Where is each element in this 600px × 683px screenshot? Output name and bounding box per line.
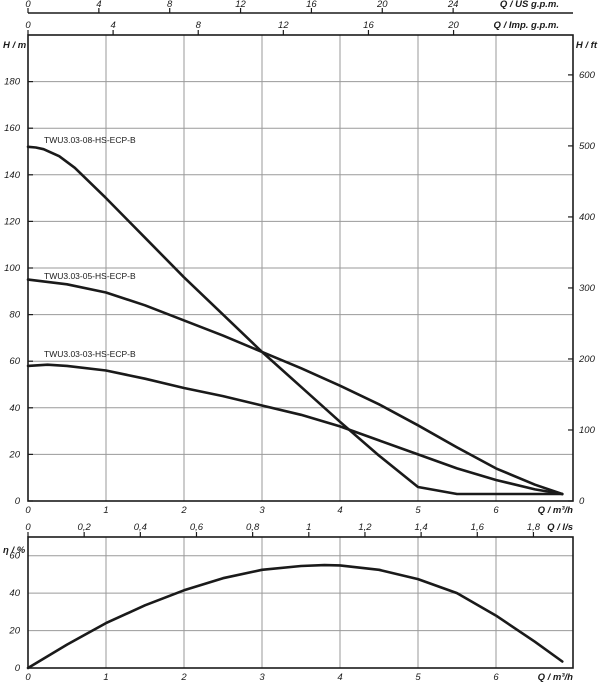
us-gpm-tick-label: 16 [306, 0, 317, 10]
ls-tick-label: 0,6 [190, 522, 204, 533]
ls-tick-label: 1 [306, 522, 311, 533]
series-label: TWU3.03-08-HS-ECP-B [44, 135, 136, 145]
ls-tick-label: 0,8 [246, 522, 260, 533]
eta-tick-label: 20 [8, 626, 20, 637]
h-m-axis-label: H / m [3, 40, 27, 51]
us-gpm-tick-label: 8 [167, 0, 173, 10]
curve-twu3.03-03-hs-ecp-b [26, 363, 564, 496]
eta-tick-label: 60 [9, 551, 20, 562]
imp-gpm-tick-label: 16 [363, 20, 374, 31]
imp-gpm-tick-label: 12 [278, 20, 289, 31]
ls-tick-label: 1,8 [527, 522, 541, 533]
h-m-tick-label: 100 [4, 263, 21, 274]
q-m3h-axis-label: Q / m³/h [538, 505, 574, 516]
h-m-tick-label: 180 [4, 77, 21, 88]
eta-axis-label: η / % [3, 545, 26, 556]
series-label: TWU3.03-03-HS-ECP-B [44, 349, 136, 359]
h-ft-axis-label: H / ft [576, 40, 598, 51]
h-m-tick-label: 40 [9, 403, 20, 414]
q-m3h-tick-label: 1 [103, 505, 108, 516]
ls-tick-label: 1,6 [471, 522, 485, 533]
eta-q-tick-label: 4 [337, 672, 342, 683]
h-m-tick-label: 160 [4, 123, 21, 134]
eta-q-tick-label: 5 [415, 672, 421, 683]
curve-twu3.03-08-hs-ecp-b [26, 145, 564, 496]
us-gpm-tick-label: 0 [25, 0, 31, 10]
h-ft-tick-label: 600 [579, 70, 596, 81]
h-m-tick-label: 60 [9, 356, 20, 367]
h-m-tick-label: 0 [15, 496, 21, 507]
ls-axis-label: Q / l/s [547, 522, 573, 533]
q-m3h-tick-label: 3 [259, 505, 265, 516]
us-gpm-tick-label: 4 [96, 0, 101, 10]
h-m-tick-label: 140 [4, 170, 21, 181]
h-ft-tick-label: 100 [579, 425, 596, 436]
series-label: TWU3.03-05-HS-ECP-B [44, 271, 136, 281]
plot-frame-bottom [27, 536, 574, 669]
imp-gpm-axis-label: Q / Imp. g.p.m. [494, 20, 559, 31]
eta-tick-label: 0 [15, 663, 21, 674]
imp-gpm-tick-label: 0 [25, 20, 31, 31]
h-ft-tick-label: 400 [579, 212, 596, 223]
eta-q-tick-label: 3 [259, 672, 265, 683]
eta-tick-label: 40 [9, 588, 20, 599]
ls-tick-label: 0,4 [134, 522, 147, 533]
q-m3h-tick-label: 6 [493, 505, 499, 516]
h-ft-tick-label: 300 [579, 283, 596, 294]
ls-tick-label: 0 [25, 522, 31, 533]
us-gpm-tick-label: 12 [235, 0, 246, 10]
ls-tick-label: 1,4 [415, 522, 428, 533]
imp-gpm-tick-label: 4 [110, 20, 115, 31]
q-m3h-tick-label: 0 [25, 505, 31, 516]
h-ft-tick-label: 0 [579, 496, 585, 507]
us-gpm-tick-label: 20 [376, 0, 388, 10]
h-ft-tick-label: 500 [579, 141, 596, 152]
curve-twu3.03-05-hs-ecp-b [26, 278, 564, 496]
eta-q-tick-label: 1 [103, 672, 108, 683]
h-m-tick-label: 20 [8, 449, 20, 460]
q-m3h-tick-label: 5 [415, 505, 421, 516]
us-gpm-tick-label: 24 [447, 0, 459, 10]
h-ft-tick-label: 200 [578, 354, 596, 365]
ls-tick-label: 0,2 [78, 522, 92, 533]
eta-q-tick-label: 0 [25, 672, 31, 683]
h-m-tick-label: 120 [4, 216, 21, 227]
eta-q-tick-label: 6 [493, 672, 499, 683]
eta-q-axis-label: Q / m³/h [538, 672, 574, 683]
efficiency-curve [26, 563, 564, 670]
us-gpm-axis-label: Q / US g.p.m. [500, 0, 559, 10]
eta-q-tick-label: 2 [180, 672, 187, 683]
h-m-tick-label: 80 [9, 310, 20, 321]
q-m3h-tick-label: 2 [180, 505, 187, 516]
imp-gpm-tick-label: 20 [447, 20, 459, 31]
q-m3h-tick-label: 4 [337, 505, 342, 516]
ls-tick-label: 1,2 [358, 522, 372, 533]
imp-gpm-tick-label: 8 [196, 20, 202, 31]
